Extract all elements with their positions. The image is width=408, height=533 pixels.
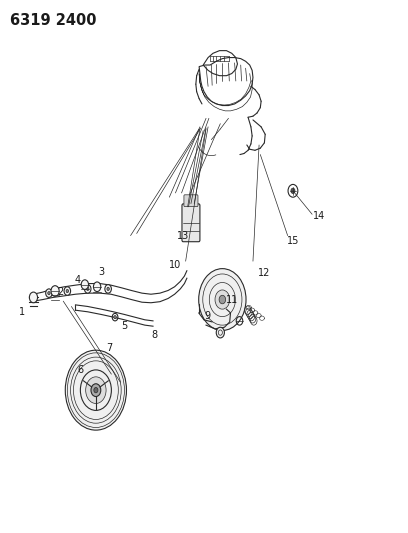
Circle shape (91, 384, 101, 397)
Circle shape (114, 316, 116, 319)
Circle shape (86, 377, 106, 403)
Circle shape (288, 184, 298, 197)
FancyBboxPatch shape (184, 195, 198, 207)
Text: 1: 1 (19, 307, 26, 317)
Text: 15: 15 (287, 236, 299, 246)
Circle shape (86, 287, 89, 290)
FancyBboxPatch shape (182, 204, 200, 242)
Circle shape (66, 289, 69, 293)
Circle shape (29, 292, 38, 303)
Text: 7: 7 (106, 343, 113, 352)
Circle shape (199, 269, 246, 330)
Circle shape (84, 285, 91, 293)
Text: 8: 8 (151, 330, 157, 340)
Circle shape (215, 290, 230, 309)
Text: 5: 5 (121, 321, 128, 331)
Circle shape (105, 285, 111, 293)
Text: 2: 2 (57, 287, 64, 297)
Circle shape (48, 292, 50, 295)
Circle shape (64, 287, 71, 295)
Circle shape (81, 280, 89, 289)
Circle shape (94, 387, 98, 393)
Circle shape (65, 350, 126, 430)
Circle shape (107, 287, 109, 290)
Text: 4: 4 (74, 275, 81, 285)
Text: 6319 2400: 6319 2400 (10, 13, 97, 28)
Circle shape (291, 188, 295, 193)
Circle shape (216, 327, 224, 338)
Text: 6: 6 (78, 366, 84, 375)
Text: 9: 9 (204, 311, 211, 320)
Text: 11: 11 (226, 295, 238, 304)
Circle shape (219, 295, 226, 304)
Text: 10: 10 (169, 261, 181, 270)
Circle shape (46, 289, 52, 297)
Text: 12: 12 (258, 268, 271, 278)
Text: 3: 3 (98, 267, 104, 277)
Text: 13: 13 (177, 231, 189, 240)
Circle shape (93, 282, 101, 292)
Text: 14: 14 (313, 211, 325, 221)
Circle shape (51, 286, 59, 296)
